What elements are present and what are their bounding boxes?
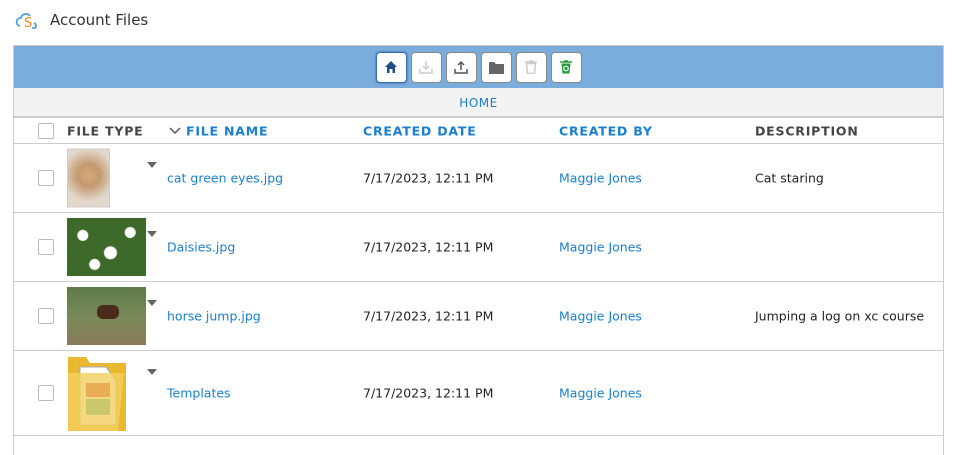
description: Cat staring bbox=[755, 170, 824, 186]
download-icon bbox=[419, 61, 433, 74]
cloud-logo-icon: S bbox=[15, 13, 37, 29]
page-title: Account Files bbox=[50, 11, 149, 29]
created-date: 7/17/2023, 12:11 PM bbox=[363, 308, 494, 324]
app-header: S Account Files bbox=[14, 11, 148, 29]
row-checkbox[interactable] bbox=[38, 170, 54, 186]
cat-thumbnail[interactable] bbox=[67, 148, 110, 208]
row-checkbox[interactable] bbox=[38, 308, 54, 324]
created-date: 7/17/2023, 12:11 PM bbox=[363, 170, 494, 186]
file-name-link[interactable]: Templates bbox=[167, 385, 231, 401]
header-created-by[interactable]: CREATED BY bbox=[559, 123, 653, 138]
daisies-thumbnail[interactable] bbox=[67, 218, 146, 276]
table-header: FILE TYPE FILE NAME CREATED DATE CREATED… bbox=[14, 118, 943, 144]
file-name-link[interactable]: cat green eyes.jpg bbox=[167, 170, 284, 186]
upload-button[interactable] bbox=[445, 51, 477, 83]
created-date: 7/17/2023, 12:11 PM bbox=[363, 385, 494, 401]
header-file-type: FILE TYPE bbox=[67, 123, 144, 138]
upload-icon bbox=[454, 60, 468, 74]
description: Jumping a log on xc course bbox=[755, 308, 925, 324]
row-menu-caret-icon[interactable] bbox=[147, 300, 157, 306]
table-row[interactable]: horse jump.jpg 7/17/2023, 12:11 PM Maggi… bbox=[14, 282, 943, 351]
breadcrumb-home[interactable]: HOME bbox=[459, 96, 498, 110]
row-menu-caret-icon[interactable] bbox=[147, 231, 157, 237]
row-checkbox[interactable] bbox=[38, 239, 54, 255]
file-name-link[interactable]: Daisies.jpg bbox=[167, 239, 236, 255]
table-row[interactable]: Templates 7/17/2023, 12:11 PM Maggie Jon… bbox=[14, 351, 943, 436]
created-date: 7/17/2023, 12:11 PM bbox=[363, 239, 494, 255]
created-by-link[interactable]: Maggie Jones bbox=[559, 170, 642, 186]
new-folder-button[interactable] bbox=[480, 51, 512, 83]
table-row[interactable]: Daisies.jpg 7/17/2023, 12:11 PM Maggie J… bbox=[14, 213, 943, 282]
delete-button[interactable] bbox=[515, 51, 547, 83]
svg-text:S: S bbox=[24, 16, 32, 29]
created-by-link[interactable]: Maggie Jones bbox=[559, 239, 642, 255]
breadcrumb: HOME bbox=[14, 88, 943, 118]
header-created-date[interactable]: CREATED DATE bbox=[363, 123, 477, 138]
trash-icon bbox=[525, 60, 537, 74]
header-description: DESCRIPTION bbox=[755, 123, 859, 138]
files-panel: HOME FILE TYPE FILE NAME CREATED DATE CR… bbox=[13, 45, 944, 455]
folder-icon bbox=[488, 61, 504, 74]
horse-thumbnail[interactable] bbox=[67, 287, 146, 345]
select-all-checkbox[interactable] bbox=[38, 122, 54, 139]
table-row[interactable]: cat green eyes.jpg 7/17/2023, 12:11 PM M… bbox=[14, 144, 943, 213]
home-button[interactable] bbox=[375, 51, 407, 83]
toolbar bbox=[14, 46, 943, 88]
created-by-link[interactable]: Maggie Jones bbox=[559, 385, 642, 401]
row-checkbox[interactable] bbox=[38, 385, 54, 401]
chevron-down-icon[interactable] bbox=[169, 126, 181, 135]
header-file-name[interactable]: FILE NAME bbox=[186, 123, 269, 138]
download-button[interactable] bbox=[410, 51, 442, 83]
row-menu-caret-icon[interactable] bbox=[147, 162, 157, 168]
file-name-link[interactable]: horse jump.jpg bbox=[167, 308, 261, 324]
created-by-link[interactable]: Maggie Jones bbox=[559, 308, 642, 324]
folder-icon[interactable] bbox=[66, 353, 128, 433]
recycle-bin-button[interactable] bbox=[550, 51, 582, 83]
recycle-bin-icon bbox=[560, 60, 572, 74]
home-icon bbox=[385, 61, 397, 73]
row-menu-caret-icon[interactable] bbox=[147, 369, 157, 375]
